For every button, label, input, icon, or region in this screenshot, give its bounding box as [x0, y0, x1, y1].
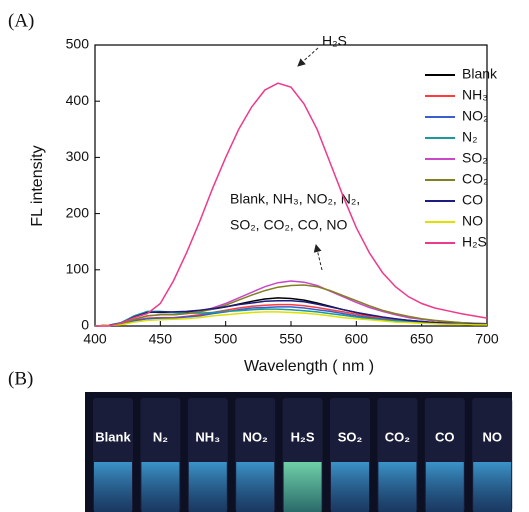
vial-liquid — [283, 462, 322, 512]
y-tick-label: 100 — [66, 261, 90, 277]
x-tick-label: 500 — [214, 331, 238, 347]
vial-label: Blank — [95, 429, 131, 444]
y-axis-label: FL intensity — [29, 145, 46, 226]
y-tick-label: 500 — [66, 36, 90, 52]
legend-label: Blank — [462, 66, 498, 82]
y-tick-label: 200 — [66, 204, 90, 220]
annotation: H₂S — [322, 33, 347, 49]
vial-label: H₂S — [291, 429, 315, 444]
x-tick-label: 400 — [83, 331, 107, 347]
vial-liquid — [473, 462, 512, 512]
x-tick-label: 700 — [475, 331, 499, 347]
x-tick-label: 550 — [279, 331, 303, 347]
vial-label: CO — [435, 429, 455, 444]
legend-label: NH₃ — [462, 87, 488, 103]
vial-liquid — [236, 462, 275, 512]
y-tick-label: 400 — [66, 92, 90, 108]
panel-label: (B) — [8, 368, 33, 389]
panel-label: (A) — [8, 10, 34, 31]
x-tick-label: 650 — [410, 331, 434, 347]
vial-liquid — [141, 462, 180, 512]
x-tick-label: 450 — [149, 331, 173, 347]
vial-label: NO₂ — [243, 429, 269, 444]
vial-label: CO₂ — [385, 429, 411, 444]
series-line — [94, 299, 487, 327]
legend-label: NO₂ — [462, 108, 488, 124]
series-line — [95, 82, 488, 327]
series-line — [94, 284, 488, 327]
legend-label: CO — [462, 192, 483, 208]
vial-label: NH₃ — [195, 429, 220, 444]
x-tick-label: 600 — [345, 331, 369, 347]
legend-label: N₂ — [462, 129, 478, 145]
arrow — [297, 47, 319, 67]
vial-liquid — [94, 462, 132, 512]
legend-label: NO — [462, 213, 483, 229]
y-tick-label: 0 — [81, 317, 89, 333]
vial-liquid — [378, 462, 417, 512]
arrow — [313, 244, 323, 271]
annotation: Blank, NH₃, NO₂, N₂, — [230, 191, 360, 207]
vial-label: N₂ — [153, 429, 168, 444]
vial-label: SO₂ — [338, 429, 363, 444]
legend-label: CO₂ — [462, 171, 488, 187]
legend-label: SO₂ — [462, 150, 488, 166]
vial-liquid — [331, 462, 369, 512]
y-tick-label: 300 — [66, 148, 90, 164]
legend-label: H₂S — [462, 234, 487, 250]
vial-liquid — [425, 462, 464, 512]
vial-label: NO — [482, 429, 502, 444]
x-axis-label: Wavelength ( nm ) — [244, 358, 374, 375]
annotation: SO₂, CO₂, CO, NO — [230, 217, 348, 233]
vial-liquid — [188, 462, 227, 512]
series-line — [94, 311, 487, 327]
